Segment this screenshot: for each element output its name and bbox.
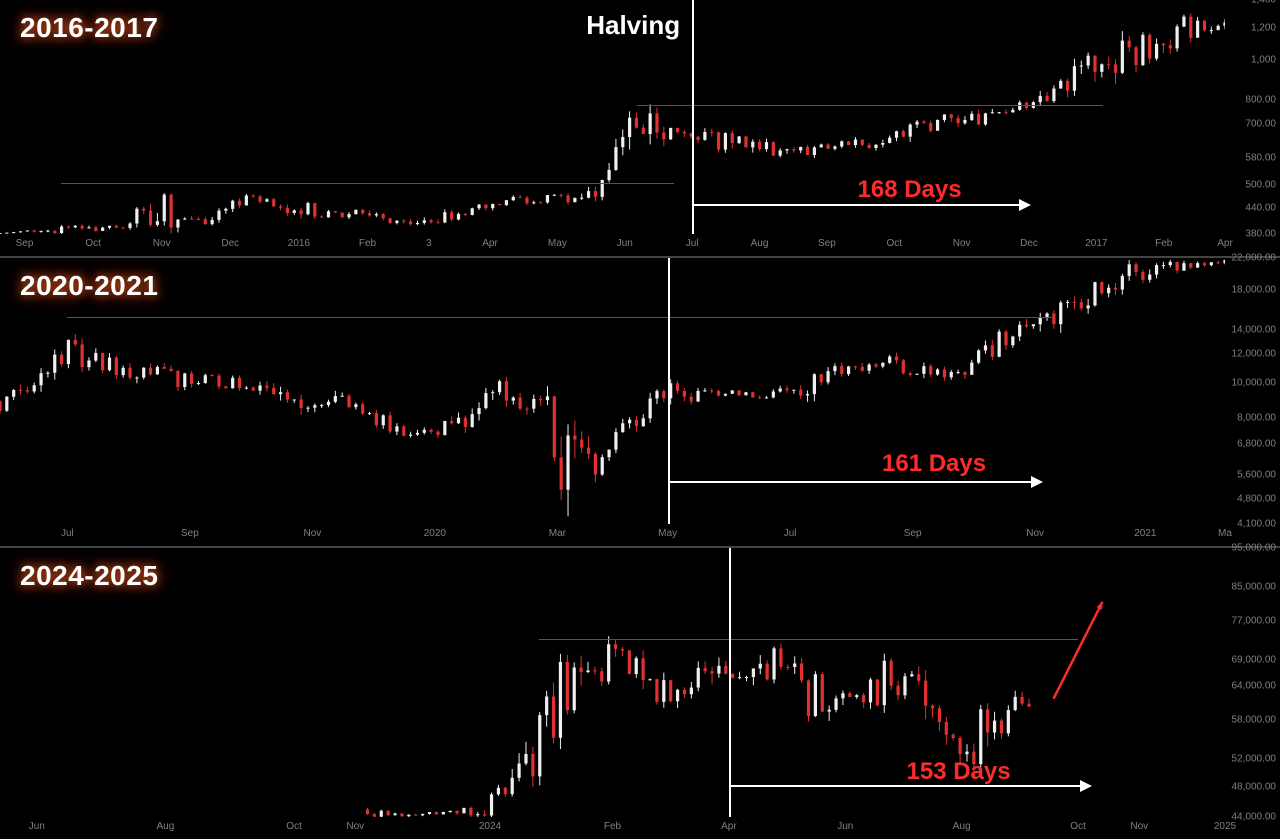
x-tick: Mar (549, 528, 566, 539)
period-title: 2016-2017 (20, 12, 158, 44)
x-tick: 2020 (424, 528, 446, 539)
duration-arrow (668, 481, 1042, 483)
x-tick: May (548, 238, 567, 249)
y-tick: 580.00 (1245, 153, 1276, 164)
y-tick: 14,000.00 (1232, 324, 1277, 335)
x-tick: Oct (286, 821, 302, 832)
y-axis: 380.00440.00500.00580.00700.00800.001,00… (1225, 0, 1280, 234)
days-label: 168 Days (858, 176, 962, 204)
halving-line (729, 548, 731, 817)
duration-arrow (692, 204, 1029, 206)
x-tick: Nov (303, 528, 321, 539)
y-tick: 700.00 (1245, 119, 1276, 130)
x-tick: Jun (617, 238, 633, 249)
x-tick: Dec (221, 238, 239, 249)
x-tick: 2016 (288, 238, 310, 249)
x-tick: Sep (818, 238, 836, 249)
x-tick: Sep (16, 238, 34, 249)
chart-area: 161 Days (0, 258, 1225, 524)
x-tick: Jul (61, 528, 74, 539)
y-tick: 6,800.00 (1237, 438, 1276, 449)
x-tick: Oct (85, 238, 101, 249)
y-tick: 1,200 (1251, 22, 1276, 33)
chart-panel: 161 Days 4,100.00 4,800.00 5,600.00 6,800.00… (0, 258, 1280, 548)
y-tick: 10,000.00 (1232, 377, 1277, 388)
y-tick: 69,000.00 (1232, 654, 1277, 665)
y-tick: 44,000.00 (1232, 812, 1277, 823)
x-tick: Nov (1130, 821, 1148, 832)
x-axis: JunAugOctNov2024FebAprJunAugOctNov2025 (0, 817, 1225, 839)
x-tick: Sep (181, 528, 199, 539)
resistance-line (637, 105, 1103, 106)
resistance-line (539, 639, 1078, 640)
y-tick: 64,000.00 (1232, 681, 1277, 692)
y-tick: 58,000.00 (1232, 715, 1277, 726)
chart-area: 153 Days (0, 548, 1225, 817)
y-tick: 1,000 (1251, 55, 1276, 66)
y-tick: 12,000.00 (1232, 348, 1277, 359)
x-tick: 3 (426, 238, 432, 249)
x-tick: Jul (784, 528, 797, 539)
x-tick: Feb (359, 238, 376, 249)
y-tick: 500.00 (1245, 179, 1276, 190)
x-axis: JulSepNov2020MarMayJulSepNov2021Ma (0, 524, 1225, 546)
y-tick: 85,000.00 (1232, 581, 1277, 592)
y-axis: 4,100.004,800.005,600.006,800.008,000.00… (1225, 258, 1280, 524)
y-tick: 48,000.00 (1232, 781, 1277, 792)
halving-line (668, 258, 670, 524)
x-tick: Jun (29, 821, 45, 832)
x-tick: 2021 (1134, 528, 1156, 539)
y-axis: 44,000.0048,000.0052,000.0058,000.0064,0… (1225, 548, 1280, 817)
y-tick: 800.00 (1245, 95, 1276, 106)
x-tick: 2017 (1085, 238, 1107, 249)
x-tick: Nov (1026, 528, 1044, 539)
resistance-line (67, 317, 1053, 318)
x-tick: Feb (604, 821, 621, 832)
days-label: 153 Days (907, 758, 1011, 786)
y-tick: 4,100.00 (1237, 519, 1276, 530)
x-tick: Ma (1218, 528, 1232, 539)
x-tick: Nov (346, 821, 364, 832)
y-tick: 380.00 (1245, 229, 1276, 240)
x-tick: 2025 (1214, 821, 1236, 832)
x-tick: Nov (153, 238, 171, 249)
x-tick: Oct (1070, 821, 1086, 832)
x-tick: 2024 (479, 821, 501, 832)
period-title: 2020-2021 (20, 270, 158, 302)
chart-area: Halving 168 Days (0, 0, 1225, 234)
x-tick: Apr (482, 238, 498, 249)
x-tick: Feb (1155, 238, 1172, 249)
x-tick: Aug (156, 821, 174, 832)
x-tick: Aug (751, 238, 769, 249)
y-tick: 4,800.00 (1237, 494, 1276, 505)
halving-line (692, 0, 694, 234)
chart-panel: Halving 168 Days 380.00 440.00 500.00 580.00 7… (0, 0, 1280, 258)
x-tick: Jul (686, 238, 699, 249)
y-tick: 5,600.00 (1237, 469, 1276, 480)
chart-panel: 153 Days 44,000.00 48,000.00 52,000.00 58,00… (0, 548, 1280, 839)
x-tick: May (658, 528, 677, 539)
resistance-line (61, 183, 674, 184)
x-tick: Sep (904, 528, 922, 539)
y-tick: 22,000.00 (1232, 253, 1277, 264)
y-tick: 77,000.00 (1232, 616, 1277, 627)
y-tick: 1,400 (1251, 0, 1276, 6)
x-tick: Apr (1217, 238, 1233, 249)
x-tick: Jun (837, 821, 853, 832)
x-axis: Sep Oct Nov Dec 2016 Feb 3 Apr May Jun Jul Aug Sep Oc… (0, 234, 1225, 256)
candlestick-series (0, 548, 1225, 817)
y-tick: 8,000.00 (1237, 413, 1276, 424)
halving-label: Halving (586, 10, 680, 41)
x-tick: Oct (886, 238, 902, 249)
x-tick: Aug (953, 821, 971, 832)
x-tick: Nov (953, 238, 971, 249)
y-tick: 440.00 (1245, 202, 1276, 213)
y-tick: 52,000.00 (1232, 753, 1277, 764)
y-tick: 95,000.00 (1232, 543, 1277, 554)
y-tick: 18,000.00 (1232, 284, 1277, 295)
days-label: 161 Days (882, 450, 986, 478)
period-title: 2024-2025 (20, 560, 158, 592)
x-tick: Dec (1020, 238, 1038, 249)
x-tick: Apr (721, 821, 737, 832)
